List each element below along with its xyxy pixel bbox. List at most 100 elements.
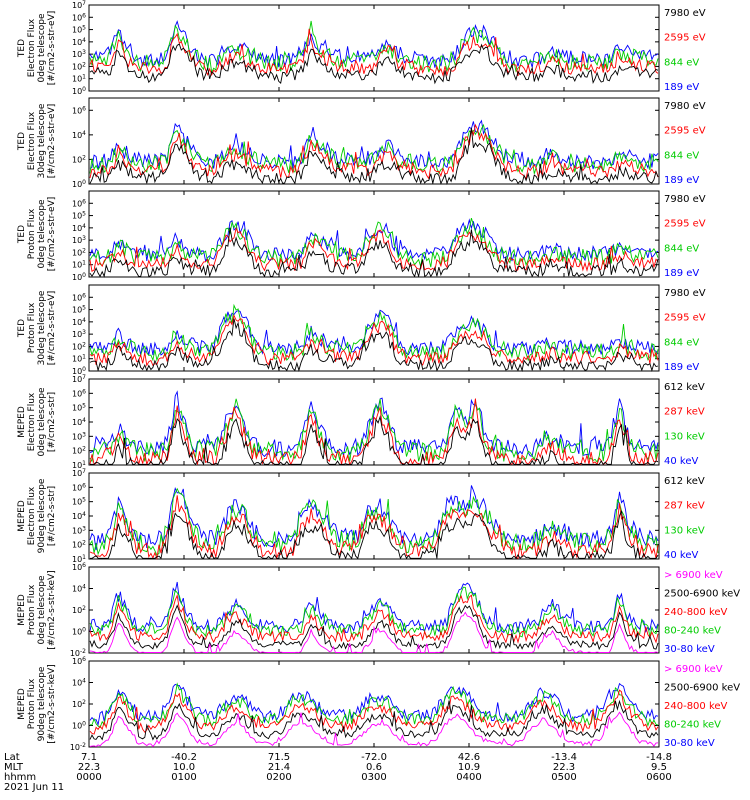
series-line-3 xyxy=(89,398,659,463)
panel-4: 100 101 102 103 104 105 106 TED Proton Flux 30deg… xyxy=(17,284,706,376)
y-tick-label: 107 xyxy=(72,374,86,384)
y-tick-label: 101 xyxy=(72,460,86,470)
hhmm-tick-value: 0500 xyxy=(551,772,577,783)
y-tick-label: 104 xyxy=(72,317,86,327)
mlt-tick-value: 22.3 xyxy=(77,762,101,773)
series-line-2 xyxy=(89,699,659,741)
y-axis-title: TED Proton Flux 30deg telescope [#/cm2-s-st… xyxy=(17,290,57,365)
mlt-tick-value: 22.3 xyxy=(552,762,576,773)
series-line-5 xyxy=(89,581,659,634)
series-line-1 xyxy=(89,227,659,278)
y-axis-title: MEPED Electron Flux 90deg telescope [#/cm2-… xyxy=(17,478,57,553)
y-tick-label: 107 xyxy=(72,468,86,478)
y-axis-title-line: MEPED xyxy=(17,406,27,438)
mlt-row: MLT xyxy=(0,763,750,773)
series-line-2 xyxy=(89,28,659,78)
legend-entry-1: 7980 eV xyxy=(664,194,706,205)
legend-entry-3: 130 keV xyxy=(664,525,705,536)
y-axis-title-line: [#/cm2-s-str] xyxy=(47,392,57,452)
series-line-2 xyxy=(89,398,659,467)
lat-tick-value: 42.6 xyxy=(457,752,481,763)
y-axis-title-line: [#/cm2-s-str-eV] xyxy=(47,104,57,179)
legend-entry-3: 844 eV xyxy=(664,57,699,68)
legend-entry-1: 7980 eV xyxy=(664,288,706,299)
y-tick-label: 105 xyxy=(72,403,86,413)
lat-row: Lat xyxy=(0,753,750,763)
y-axis-title: MEPED Proton Flux 0deg telescope [#/cm2-s-s… xyxy=(17,570,57,649)
y-tick-label: 105 xyxy=(72,211,86,221)
y-tick-label: 10-2 xyxy=(70,648,86,658)
legend-entry-2: 2595 eV xyxy=(664,33,706,44)
series-line-5 xyxy=(89,682,659,727)
legend-entry-4: 189 eV xyxy=(664,362,699,373)
series-line-3 xyxy=(89,487,659,556)
y-axis-title-line: TED xyxy=(17,225,27,244)
y-axis-title-line: [#/cm2-s-str] xyxy=(47,486,57,546)
hhmm-tick-value: 0400 xyxy=(456,772,482,783)
series-line-4 xyxy=(89,218,659,264)
legend-entry-2: 2500-6900 keV xyxy=(664,589,740,600)
legend-entry-3: 844 eV xyxy=(664,337,699,348)
legend-entry-4: 40 keV xyxy=(664,456,698,467)
series-line-1 xyxy=(89,318,659,373)
legend-entry-3: 240-800 keV xyxy=(664,701,728,712)
y-axis-title-line: Proton Flux xyxy=(27,584,37,635)
series-line-4 xyxy=(89,119,659,170)
y-axis-title-line: Proton Flux xyxy=(27,208,37,259)
mlt-tick-value: 10.0 xyxy=(172,762,196,773)
series-line-2 xyxy=(89,226,659,273)
legend-entry-1: 7980 eV xyxy=(664,101,706,112)
legend-entry-1: 7980 eV xyxy=(664,8,706,19)
hhmm-tick-value: 0000 xyxy=(76,772,102,783)
panel-8: 10-2 100 102 104 106 MEPED Proton Flux 90deg te… xyxy=(17,656,740,752)
y-axis-title-line: MEPED xyxy=(17,594,27,626)
legend-entry-4: 189 eV xyxy=(664,175,699,186)
hhmm-tick-value: 0300 xyxy=(361,772,387,783)
legend-entry-3: 844 eV xyxy=(664,243,699,254)
series-line-4 xyxy=(89,390,659,458)
y-axis-title-line: MEPED xyxy=(17,688,27,720)
panel-3: 100 101 102 103 104 105 106 TED Proton Flux 0deg … xyxy=(17,190,706,282)
y-axis-title-line: 0deg telescope xyxy=(37,387,47,457)
legend-entry-3: 240-800 keV xyxy=(664,607,728,618)
y-tick-label: 103 xyxy=(72,431,86,441)
series-line-3 xyxy=(89,593,659,644)
legend-entry-2: 2595 eV xyxy=(664,219,706,230)
y-tick-label: 104 xyxy=(72,223,86,233)
mlt-tick-value: 10.9 xyxy=(457,762,481,773)
y-axis-title-line: [#/cm2-s-str-keV] xyxy=(47,570,57,649)
hhmm-tick-value: 0600 xyxy=(646,772,672,783)
y-tick-label: 103 xyxy=(72,525,86,535)
lat-tick-value: 71.5 xyxy=(267,752,291,763)
lat-tick-value: -13.4 xyxy=(551,752,577,763)
y-axis-title-line: 90deg telescope xyxy=(37,666,47,741)
y-tick-label: 102 xyxy=(72,247,86,257)
hhmm-tick-value: 0100 xyxy=(171,772,197,783)
date-label: 2021 Jun 11 xyxy=(4,782,65,793)
y-tick-label: 106 xyxy=(72,12,86,22)
y-axis-title-line: Electron Flux xyxy=(27,392,37,451)
legend-entry-4: 189 eV xyxy=(664,268,699,279)
y-tick-label: 100 xyxy=(72,627,86,637)
y-axis-title-line: 30deg telescope xyxy=(37,103,47,178)
y-tick-label: 106 xyxy=(72,292,86,302)
y-tick-label: 100 xyxy=(72,179,86,189)
mlt-tick-value: 21.4 xyxy=(267,762,291,773)
lat-tick-value: -72.0 xyxy=(361,752,387,763)
series-line-2 xyxy=(89,123,659,180)
y-tick-label: 100 xyxy=(72,721,86,731)
series-line-1 xyxy=(89,127,659,185)
y-tick-label: 107 xyxy=(72,0,86,10)
plot-frame xyxy=(88,284,660,372)
y-axis-title: TED Proton Flux 0deg telescope [#/cm2-s-str… xyxy=(17,197,57,272)
y-tick-label: 101 xyxy=(72,260,86,270)
y-axis-title-line: 30deg telescope xyxy=(37,290,47,365)
y-tick-label: 102 xyxy=(72,154,86,164)
y-axis-title-line: Proton Flux xyxy=(27,678,37,729)
y-tick-label: 102 xyxy=(72,605,86,615)
y-axis-title: TED Electron Flux 0deg telescope [#/cm2-s-s… xyxy=(17,11,57,86)
legend-entry-2: 2500-6900 keV xyxy=(664,683,740,694)
legend-entry-5: 30-80 keV xyxy=(664,644,715,655)
series-line-1 xyxy=(89,611,659,654)
